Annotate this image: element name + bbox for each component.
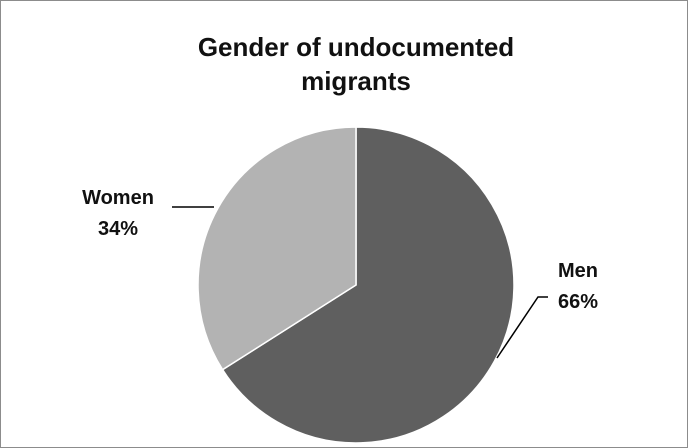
data-label-women-value: 34% <box>98 218 138 240</box>
leader-line-men <box>496 296 548 359</box>
data-label-men-value: 66% <box>558 291 598 313</box>
chart-title-line-2: migrants <box>301 66 411 96</box>
chart-title-line-1: Gender of undocumented <box>198 32 514 62</box>
pie-slice-women <box>197 126 357 371</box>
pie-slices <box>197 126 515 444</box>
data-label-men-name: Men <box>558 260 598 282</box>
pie-slice-men <box>221 126 515 444</box>
data-label-women-name: Women <box>82 187 154 209</box>
